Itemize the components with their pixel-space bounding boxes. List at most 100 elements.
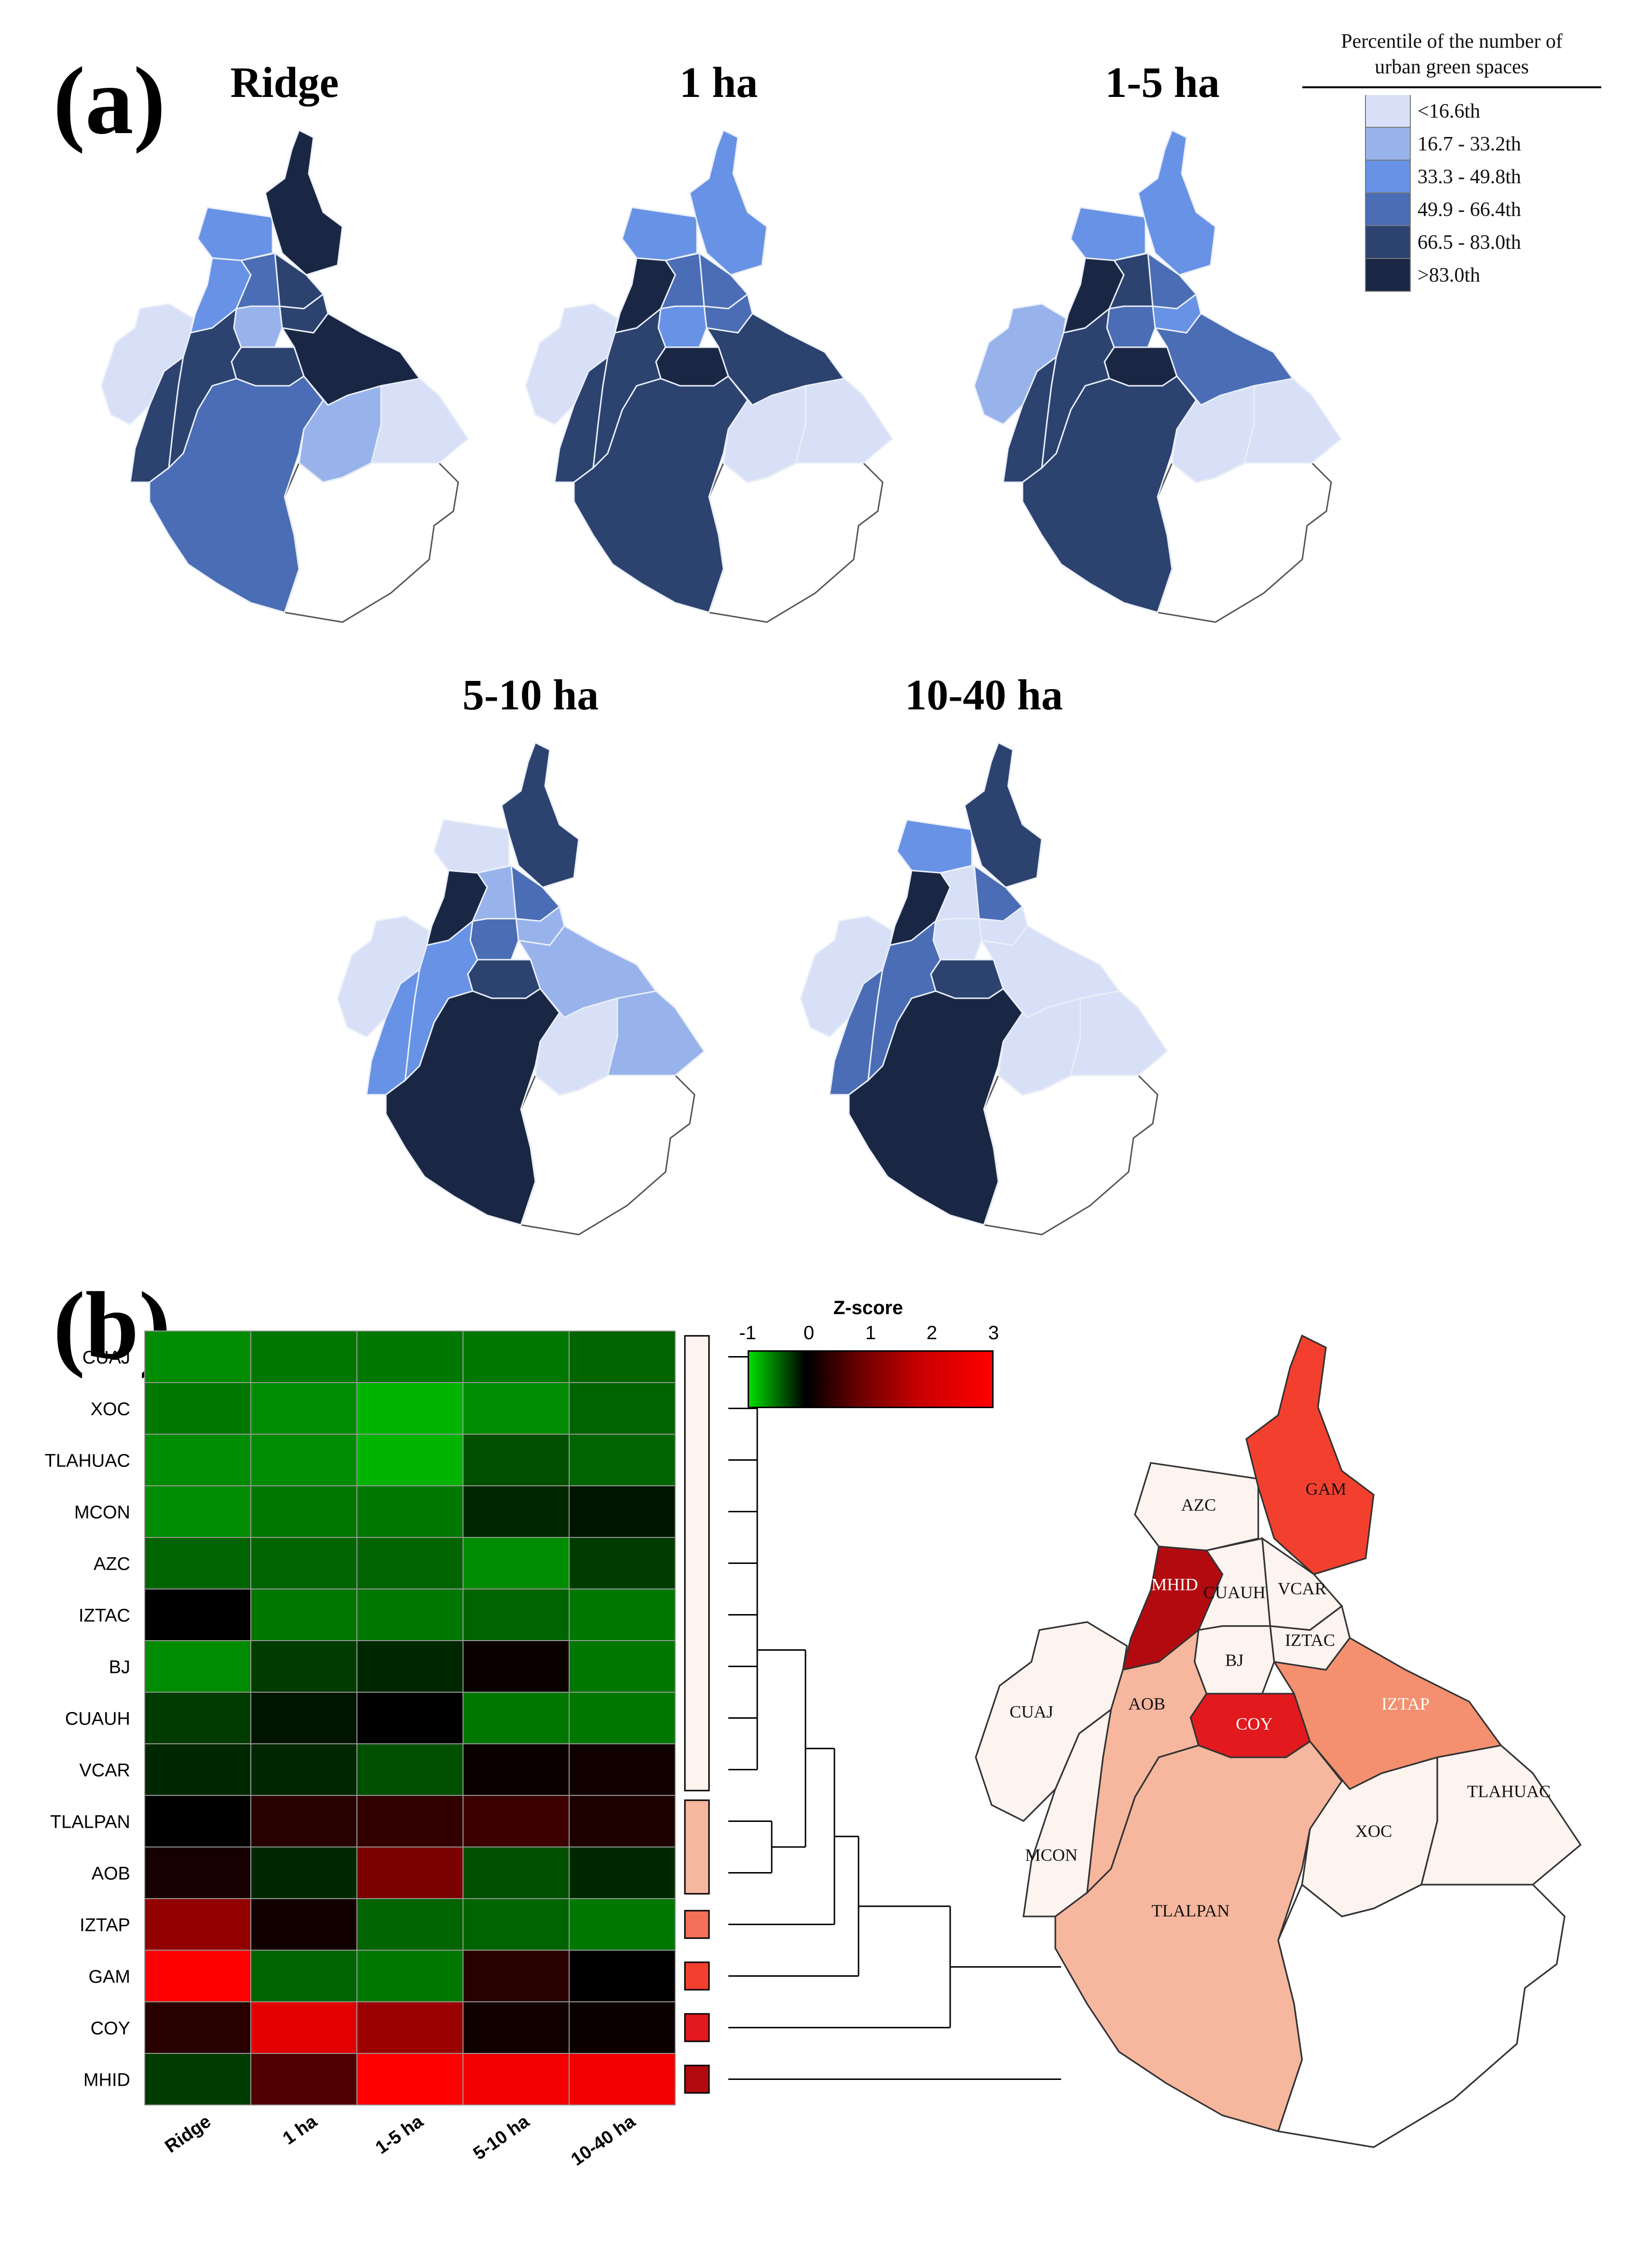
heatmap-cell [144, 1331, 251, 1383]
borough-gam [964, 741, 1043, 888]
zscore-tick: 2 [926, 1322, 938, 1344]
legend-item: <16.6th [1365, 95, 1601, 128]
heatmap-row-label: AZC [94, 1554, 130, 1575]
cluster-map-label-azc: AZC [1181, 1495, 1216, 1515]
legend-label: 33.3 - 49.8th [1418, 166, 1521, 188]
heatmap-row-label: VCAR [79, 1761, 130, 1781]
heatmap-cell [356, 1434, 464, 1486]
legend-label: 16.7 - 33.2th [1418, 133, 1521, 155]
zscore-gradient [748, 1350, 994, 1408]
heatmap-cell [356, 1898, 464, 1951]
cluster-map-label-iztac: IZTAC [1285, 1630, 1335, 1650]
heatmap-cell [356, 1485, 464, 1538]
cluster-bar [684, 1335, 710, 1792]
cluster-map-label-tlahuac: TLAHUAC [1467, 1782, 1551, 1801]
borough-coy [467, 959, 541, 999]
borough-mhid [189, 257, 252, 334]
borough-azc [621, 206, 698, 261]
cluster-bar [684, 2013, 710, 2042]
borough-mhid [425, 869, 488, 946]
cluster-map-label-gam: GAM [1306, 1480, 1347, 1499]
borough-azc [197, 206, 273, 261]
heatmap-cell [463, 1743, 570, 1796]
borough-coy [930, 959, 1004, 999]
percentile-legend: Percentile of the number of urban green … [1302, 29, 1601, 292]
heatmap-cell [356, 1382, 464, 1435]
heatmap-cell [144, 1898, 251, 1951]
heatmap-cell [144, 1434, 251, 1486]
borough-cuaj [973, 303, 1067, 425]
heatmap-row-label: AOB [92, 1864, 130, 1884]
cluster-bar [684, 2064, 710, 2094]
cluster-bar [684, 1961, 710, 1991]
cluster-borough-coy [1189, 1693, 1311, 1758]
heatmap-cell [356, 1950, 464, 2002]
heatmap-cell [463, 1847, 570, 1899]
borough-cuaj [800, 915, 893, 1038]
borough-mhid [614, 257, 676, 334]
legend-label: <16.6th [1418, 100, 1480, 122]
heatmap-cell [569, 1640, 676, 1693]
legend-item: 66.5 - 83.0th [1365, 226, 1601, 259]
map-title-ridge: Ridge [230, 59, 339, 107]
zscore-tick: 0 [803, 1322, 815, 1344]
legend-label: 49.9 - 66.4th [1418, 199, 1521, 221]
heatmap-cell [463, 1950, 570, 2002]
heatmap-cell [569, 1537, 676, 1589]
cluster-map-label-bj: BJ [1225, 1650, 1243, 1670]
map-title-10-40ha: 10-40 ha [905, 671, 1063, 719]
borough-bj [469, 918, 519, 961]
heatmap-cell [356, 1795, 464, 1847]
heatmap-cell [144, 1795, 251, 1847]
heatmap-cell [569, 2053, 676, 2105]
heatmap-cell [250, 2001, 357, 2054]
heatmap-cell [463, 1485, 570, 1538]
legend-item: 33.3 - 49.8th [1365, 161, 1601, 193]
cluster-map-label-mcon: MCON [1025, 1846, 1078, 1865]
heatmap-cell [250, 1640, 357, 1693]
borough-bj [233, 305, 283, 348]
heatmap-cell [144, 1382, 251, 1435]
cluster-map-label-vcar: VCAR [1278, 1579, 1327, 1598]
legend-item: >83.0th [1365, 259, 1601, 292]
heatmap-cell [144, 2001, 251, 2054]
borough-azc [1070, 206, 1146, 261]
borough-bj [932, 918, 982, 961]
heatmap-cell [144, 2053, 251, 2105]
heatmap-cell [250, 1589, 357, 1641]
borough-coy [1104, 346, 1178, 387]
heatmap-cell [463, 2001, 570, 2054]
cluster-map-label-coy: COY [1236, 1714, 1273, 1733]
borough-cuaj [337, 915, 430, 1038]
heatmap-cell [356, 1589, 464, 1641]
zscore-tick: -1 [739, 1322, 756, 1344]
cluster-map-label-cuauh: CUAUH [1203, 1583, 1266, 1602]
heatmap-cell [463, 2053, 570, 2105]
cluster-borough-tlahuac [1420, 1744, 1582, 1886]
map-1-5ha [973, 129, 1342, 623]
borough-tlahuac [370, 378, 469, 464]
heatmap-cell [250, 1434, 357, 1486]
legend-item: 49.9 - 66.4th [1365, 193, 1601, 226]
zscore-tick: 3 [988, 1322, 999, 1344]
borough-malpa [1157, 462, 1332, 623]
heatmap-cell [569, 1950, 676, 2002]
borough-malpa [520, 1074, 696, 1236]
heatmap-row-label: MCON [74, 1503, 130, 1523]
heatmap-cell [463, 1795, 570, 1847]
panel-label-a: (a) [53, 48, 166, 154]
legend-swatch [1365, 193, 1411, 226]
heatmap-cell [356, 2053, 464, 2105]
heatmap-cell [463, 1589, 570, 1641]
legend-label: >83.0th [1418, 264, 1480, 286]
heatmap-cell [569, 1795, 676, 1847]
heatmap-col-label: Ridge [162, 2111, 215, 2157]
zscore-heatmap: CUAJ XOC TLAHUAC MCON AZC IZTAC BJ CUAUH VCAR TLA… [45, 1331, 1061, 2170]
heatmap-cell [250, 1537, 357, 1589]
heatmap-cell [144, 1847, 251, 1899]
heatmap-cell [250, 1485, 357, 1538]
heatmap-col-label: 10-40 ha [567, 2111, 639, 2170]
heatmap-cell [569, 1485, 676, 1538]
cluster-bar [684, 1910, 710, 1939]
